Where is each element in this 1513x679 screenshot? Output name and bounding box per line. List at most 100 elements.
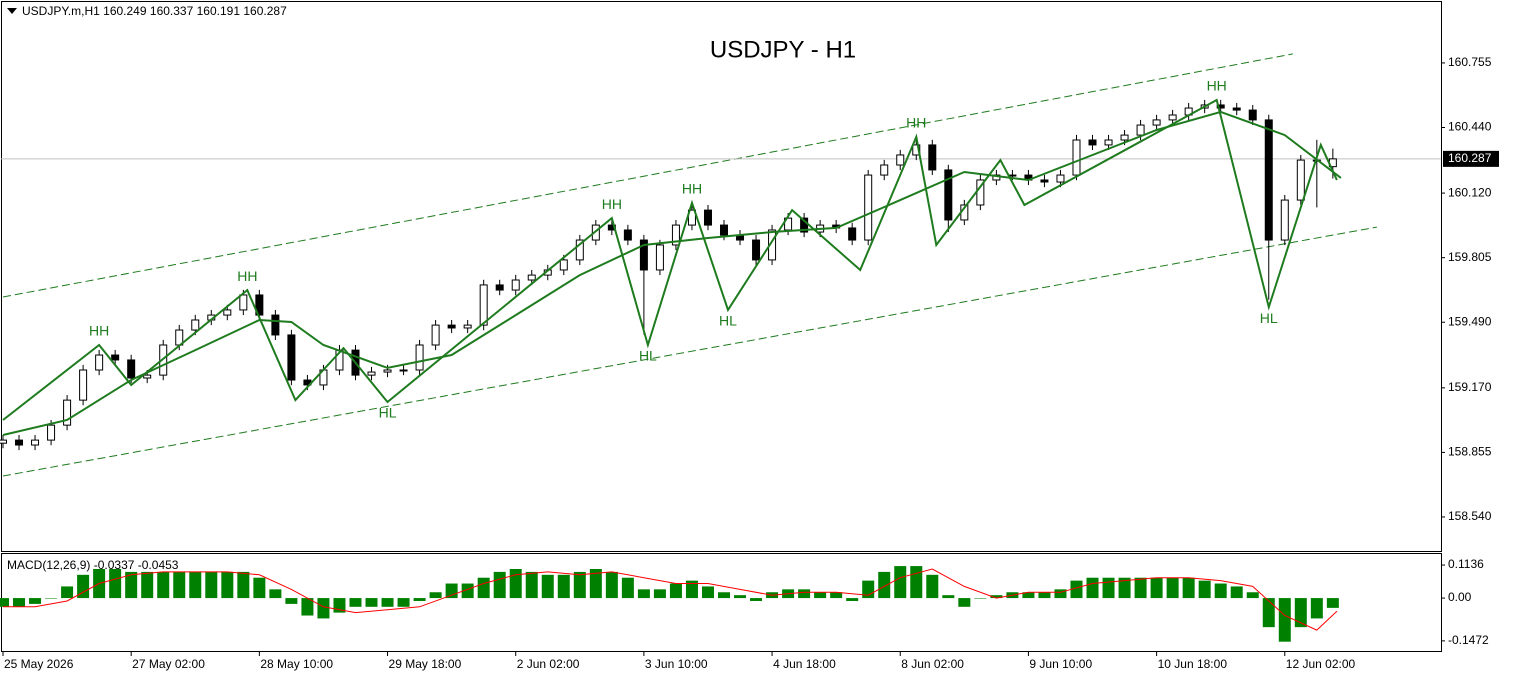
macd-bar (0, 598, 9, 607)
candle-body (1120, 134, 1129, 141)
candle-body (399, 369, 408, 372)
macd-bar (1310, 598, 1323, 619)
macd-bar (1054, 589, 1067, 599)
x-tick-label: 29 May 18:00 (389, 657, 462, 671)
macd-bar (1070, 580, 1083, 599)
signal-line (3, 568, 1338, 631)
macd-bar (1118, 577, 1131, 599)
candle-body (720, 224, 729, 236)
y-tick-label: 159.490 (1448, 314, 1492, 328)
candle-body (191, 319, 200, 331)
macd-bar (573, 571, 586, 599)
macd-bar (1262, 598, 1275, 628)
candle-body (0, 439, 7, 444)
macd-bar (285, 598, 298, 604)
macd-bar (1230, 586, 1243, 599)
candle-body (511, 279, 520, 291)
macd-bar (541, 574, 554, 599)
candle-body (559, 259, 568, 271)
y-tick-label: 160.120 (1448, 185, 1492, 199)
candle-body (1072, 139, 1081, 176)
candle-body (239, 294, 248, 311)
y-tick-label: 160.755 (1448, 55, 1492, 69)
macd-bar (846, 598, 859, 601)
x-tick-label: 10 Jun 18:00 (1158, 657, 1228, 671)
macd-bar (1198, 580, 1211, 599)
open: 160.249 (103, 4, 147, 18)
swing-label: HL (379, 405, 397, 421)
swing-label: HL (639, 348, 657, 364)
macd-bar (974, 598, 987, 599)
macd-bar (509, 568, 522, 599)
candle-body (1280, 199, 1289, 241)
swing-label: HH (89, 323, 109, 339)
channel-upper (2, 53, 1293, 298)
candle-body (864, 174, 873, 241)
macd-bar (685, 580, 698, 599)
macd-bar (45, 598, 58, 599)
macd-bar (1246, 592, 1259, 599)
candle-body (415, 344, 424, 371)
x-tick-label: 28 May 10:00 (260, 657, 333, 671)
candle-body (1136, 124, 1145, 136)
price-label: 160.287 (1448, 151, 1492, 165)
macd-bar (669, 583, 682, 599)
candle-body (127, 359, 136, 379)
macd-bar (589, 568, 602, 599)
candle-body (575, 239, 584, 261)
macd-bar (221, 571, 234, 599)
candle-body (463, 324, 472, 329)
macd-bar (445, 583, 458, 599)
macd-bar (637, 589, 650, 599)
macd-bar (926, 574, 939, 599)
candle-body (479, 284, 488, 326)
macd-bar (1166, 577, 1179, 599)
y-tick-label: 160.440 (1448, 120, 1492, 134)
x-tick-label: 12 Jun 02:00 (1286, 657, 1356, 671)
candle-body (255, 294, 264, 316)
macd-bar (1294, 598, 1307, 628)
x-tick-label: 25 May 2026 (4, 657, 74, 671)
macd-bar (1326, 598, 1339, 608)
y-tick-label: 159.805 (1448, 250, 1492, 264)
macd-bar (301, 598, 314, 616)
macd-bar (958, 598, 971, 607)
candle-body (111, 354, 120, 361)
macd-bar (878, 571, 891, 599)
candle-body (896, 154, 905, 166)
swing-label: HH (682, 181, 702, 197)
macd-bar (718, 592, 731, 599)
candle-body (1040, 179, 1049, 183)
candle-body (1104, 139, 1113, 146)
candle-body (527, 274, 536, 281)
macd-bar (429, 592, 442, 599)
macd-bar (1150, 577, 1163, 599)
candle-body (15, 439, 24, 446)
moving-average (2, 110, 1342, 436)
candle-body (1232, 107, 1241, 111)
candle-body (447, 324, 456, 329)
menu-arrow[interactable] (7, 8, 17, 14)
candle-body (944, 169, 953, 221)
swing-label: HH (1207, 78, 1227, 94)
candle-body (383, 369, 392, 373)
macd-bar (830, 592, 843, 599)
symbol: USDJPY.m,H1 (22, 4, 100, 18)
chart-title: USDJPY - H1 (710, 36, 856, 63)
candle-body (752, 239, 761, 261)
candle-body (1248, 109, 1257, 121)
macd-bar (349, 598, 362, 607)
candle-body (1264, 119, 1273, 241)
macd-bar (141, 571, 154, 599)
macd-bar (1022, 592, 1035, 599)
x-tick-label: 3 Jun 10:00 (645, 657, 708, 671)
macd-bar (1102, 577, 1115, 599)
macd-bar (990, 595, 1003, 599)
signal-value: -0.0453 (138, 558, 179, 572)
candle-body (928, 144, 937, 171)
macd-bar (157, 571, 170, 599)
macd-header: MACD(12,26,9) -0.0337 -0.0453 (7, 558, 179, 572)
macd-bar (477, 577, 490, 599)
candle-body (639, 239, 648, 271)
